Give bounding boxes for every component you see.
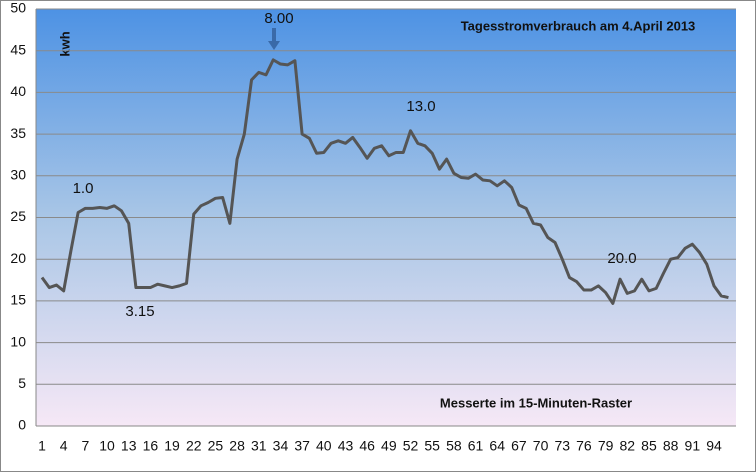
data-line — [40, 58, 729, 305]
x-tick-label: 82 — [620, 438, 636, 454]
y-tick-label: 20 — [10, 250, 26, 266]
y-axis-label: kwh — [57, 31, 72, 56]
x-tick-label: 43 — [338, 438, 354, 454]
y-tick-label: 10 — [10, 333, 26, 349]
x-tick-label: 52 — [403, 438, 419, 454]
x-tick-label: 70 — [533, 438, 549, 454]
x-tick-label: 25 — [208, 438, 224, 454]
x-tick-label: 76 — [576, 438, 592, 454]
x-axis-label: Messerte im 15-Minuten-Raster — [440, 395, 632, 410]
y-tick-label: 45 — [10, 41, 26, 57]
annotation: 20.0 — [607, 250, 636, 267]
x-tick-label: 73 — [554, 438, 570, 454]
x-tick-label: 88 — [663, 438, 679, 454]
y-tick-label: 5 — [18, 375, 26, 391]
x-tick-label: 67 — [511, 438, 527, 454]
chart-title: Tagesstromverbrauch am 4.April 2013 — [461, 18, 696, 33]
x-tick-label: 61 — [468, 438, 484, 454]
x-tick-label: 13 — [121, 438, 137, 454]
x-tick-label: 10 — [99, 438, 115, 454]
y-tick-label: 30 — [10, 167, 26, 183]
annotation: 3.15 — [125, 303, 154, 320]
x-tick-label: 31 — [251, 438, 267, 454]
annotation: 1.0 — [73, 180, 94, 197]
x-tick-label: 91 — [685, 438, 701, 454]
x-tick-label: 40 — [316, 438, 332, 454]
annotation: 8.00 — [264, 10, 293, 27]
annotation: 13.0 — [406, 98, 435, 115]
y-tick-label: 15 — [10, 292, 26, 308]
y-tick-label: 40 — [10, 83, 26, 99]
x-tick-label: 1 — [38, 438, 46, 454]
x-tick-label: 34 — [273, 438, 289, 454]
y-tick-label: 50 — [10, 0, 26, 16]
x-tick-label: 55 — [424, 438, 440, 454]
x-tick-label: 37 — [294, 438, 310, 454]
x-tick-label: 28 — [229, 438, 245, 454]
y-tick-label: 0 — [18, 417, 26, 433]
x-tick-label: 58 — [446, 438, 462, 454]
x-tick-label: 16 — [143, 438, 159, 454]
x-tick-label: 85 — [641, 438, 657, 454]
x-tick-label: 7 — [81, 438, 89, 454]
x-tick-label: 79 — [598, 438, 614, 454]
y-tick-label: 25 — [10, 208, 26, 224]
x-tick-label: 46 — [359, 438, 375, 454]
x-tick-label: 64 — [489, 438, 505, 454]
x-tick-label: 49 — [381, 438, 397, 454]
y-tick-label: 35 — [10, 125, 26, 141]
x-tick-label: 19 — [164, 438, 180, 454]
x-tick-label: 4 — [60, 438, 68, 454]
x-tick-label: 22 — [186, 438, 202, 454]
x-tick-label: 94 — [706, 438, 722, 454]
annotation-arrow-head — [268, 41, 280, 50]
